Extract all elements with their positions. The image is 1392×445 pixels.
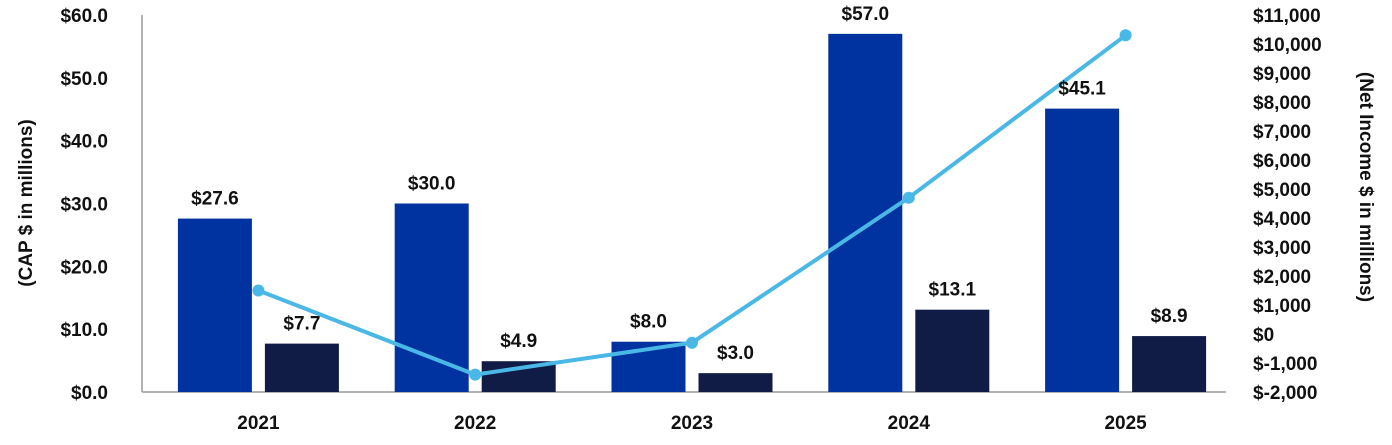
x-tick-label-2025: 2025 xyxy=(1104,413,1147,434)
net-income-point-2023 xyxy=(686,336,698,349)
y-right-tick-label: $7,000 xyxy=(1253,122,1311,143)
y-left-tick-label: $30.0 xyxy=(60,195,108,216)
y-left-tick-label: $0.0 xyxy=(71,383,108,404)
y-left-tick-label: $40.0 xyxy=(60,132,108,153)
data-label-secondary-2025: $8.9 xyxy=(1151,306,1188,327)
y-right-tick-label: $5,000 xyxy=(1253,180,1311,201)
data-label-secondary-2023: $3.0 xyxy=(717,343,754,364)
net-income-point-2022 xyxy=(469,368,482,381)
data-label-primary-2021: $27.6 xyxy=(191,189,239,210)
bar-primary-2024 xyxy=(828,33,903,392)
y-left-tick-label: $60.0 xyxy=(60,6,108,27)
net-income-point-2021 xyxy=(252,284,265,297)
data-label-secondary-2021: $7.7 xyxy=(283,314,320,335)
net-income-point-2024 xyxy=(902,191,915,204)
y-right-tick-label: $11,000 xyxy=(1253,6,1321,27)
bar-secondary-2021 xyxy=(264,343,339,392)
bars-layer xyxy=(177,33,1207,392)
x-tick-label-2024: 2024 xyxy=(888,413,931,434)
y-right-tick-label: $1,000 xyxy=(1253,296,1311,317)
y-axis-right-title: (Net Income $ in millions) xyxy=(1355,72,1376,302)
data-label-primary-2025: $45.1 xyxy=(1058,79,1106,100)
bar-secondary-2025 xyxy=(1132,336,1207,392)
data-label-secondary-2024: $13.1 xyxy=(929,280,977,301)
y-right-tick-label: $6,000 xyxy=(1253,151,1311,172)
y-left-tick-label: $50.0 xyxy=(60,69,108,90)
net-income-line xyxy=(256,33,1128,377)
y-axis-left-title: (CAP $ in millions) xyxy=(16,119,37,287)
bar-secondary-2024 xyxy=(915,309,990,392)
x-tick-label-2022: 2022 xyxy=(454,413,496,434)
line-layer xyxy=(252,29,1132,381)
bar-primary-2021 xyxy=(177,218,252,392)
y-right-tick-label: $9,000 xyxy=(1253,64,1311,85)
axes-layer: $0.0 $10.0 $20.0 $30.0 $40.0 $50.0 $60.0 $-2,00… xyxy=(60,6,1321,434)
y-left-tick-label: $20.0 xyxy=(60,257,108,278)
bar-secondary-2023 xyxy=(698,373,773,392)
data-label-secondary-2022: $4.9 xyxy=(500,331,537,352)
y-right-tick-label: $8,000 xyxy=(1253,93,1311,114)
data-label-primary-2022: $30.0 xyxy=(408,174,456,195)
bar-primary-2022 xyxy=(394,203,469,392)
y-right-tick-label: $-1,000 xyxy=(1253,354,1317,375)
y-left-tick-label: $10.0 xyxy=(60,320,108,341)
y-right-tick-label: $4,000 xyxy=(1253,209,1311,230)
net-income-point-2025 xyxy=(1119,29,1132,42)
bar-primary-2025 xyxy=(1045,108,1120,392)
y-right-tick-label: $10,000 xyxy=(1253,35,1322,56)
y-right-tick-label: $2,000 xyxy=(1253,267,1311,288)
x-tick-label-2021: 2021 xyxy=(237,413,280,434)
y-right-tick-label: $0 xyxy=(1253,325,1274,346)
data-label-primary-2023: $8.0 xyxy=(630,312,667,333)
x-tick-label-2023: 2023 xyxy=(671,413,713,434)
labels-layer: $27.6 $7.7 $30.0 $4.9 $8.0 $3.0 $57.0 $13.1 $45.… xyxy=(191,4,1187,364)
y-right-tick-label: $3,000 xyxy=(1253,238,1311,259)
data-label-primary-2024: $57.0 xyxy=(842,4,890,25)
y-right-tick-label: $-2,000 xyxy=(1253,383,1317,404)
